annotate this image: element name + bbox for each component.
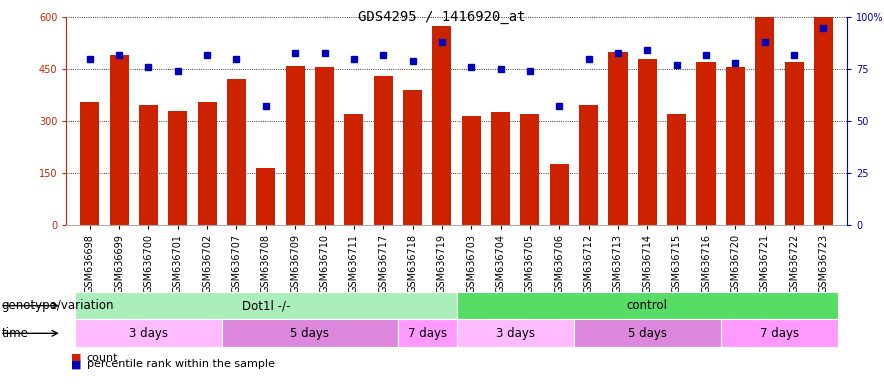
Bar bbox=[345, 114, 363, 225]
Bar bbox=[608, 52, 628, 225]
Bar bbox=[256, 168, 276, 225]
Bar bbox=[227, 79, 246, 225]
Text: 3 days: 3 days bbox=[496, 327, 535, 340]
Bar bbox=[814, 17, 833, 225]
Text: ■: ■ bbox=[71, 359, 81, 369]
Text: 5 days: 5 days bbox=[628, 327, 667, 340]
Bar bbox=[168, 111, 187, 225]
Text: percentile rank within the sample: percentile rank within the sample bbox=[87, 359, 275, 369]
Bar bbox=[579, 106, 598, 225]
Text: 5 days: 5 days bbox=[290, 327, 330, 340]
Text: genotype/variation: genotype/variation bbox=[2, 299, 114, 312]
Bar bbox=[521, 114, 539, 225]
Text: time: time bbox=[2, 327, 28, 340]
Bar bbox=[726, 68, 745, 225]
Bar bbox=[492, 113, 510, 225]
Text: ■: ■ bbox=[71, 353, 81, 362]
Bar bbox=[286, 66, 305, 225]
Bar bbox=[403, 90, 422, 225]
Bar bbox=[432, 26, 452, 225]
Bar bbox=[667, 114, 686, 225]
Text: 7 days: 7 days bbox=[760, 327, 799, 340]
Bar bbox=[110, 55, 129, 225]
Bar bbox=[697, 62, 715, 225]
Bar bbox=[315, 68, 334, 225]
Text: GDS4295 / 1416920_at: GDS4295 / 1416920_at bbox=[358, 10, 526, 23]
Bar bbox=[550, 164, 568, 225]
Text: control: control bbox=[627, 299, 667, 312]
Bar bbox=[198, 102, 217, 225]
Bar bbox=[80, 102, 99, 225]
Bar bbox=[139, 106, 158, 225]
Bar bbox=[784, 62, 804, 225]
Text: Dot1l -/-: Dot1l -/- bbox=[241, 299, 290, 312]
Text: 3 days: 3 days bbox=[129, 327, 168, 340]
Bar bbox=[755, 17, 774, 225]
Text: count: count bbox=[87, 353, 118, 362]
Text: 7 days: 7 days bbox=[408, 327, 446, 340]
Bar bbox=[461, 116, 481, 225]
Bar bbox=[374, 76, 392, 225]
Bar bbox=[637, 59, 657, 225]
